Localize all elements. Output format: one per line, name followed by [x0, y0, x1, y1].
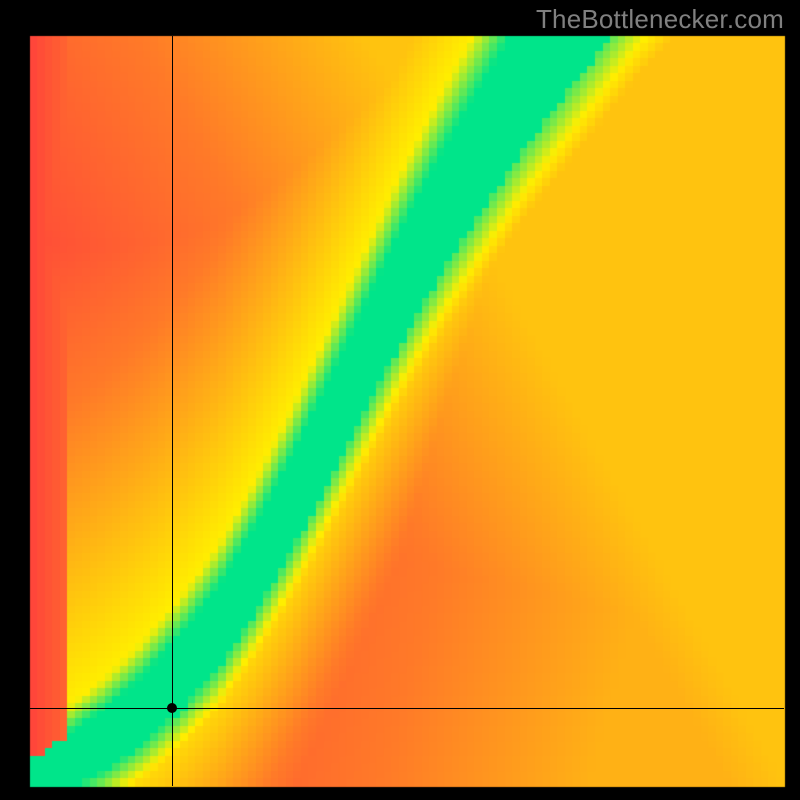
- watermark-text: TheBottlenecker.com: [536, 4, 784, 35]
- heatmap-canvas: [0, 0, 800, 800]
- chart-container: TheBottlenecker.com: [0, 0, 800, 800]
- crosshair-vertical: [172, 36, 173, 786]
- data-point-marker: [167, 703, 177, 713]
- crosshair-horizontal: [30, 708, 784, 709]
